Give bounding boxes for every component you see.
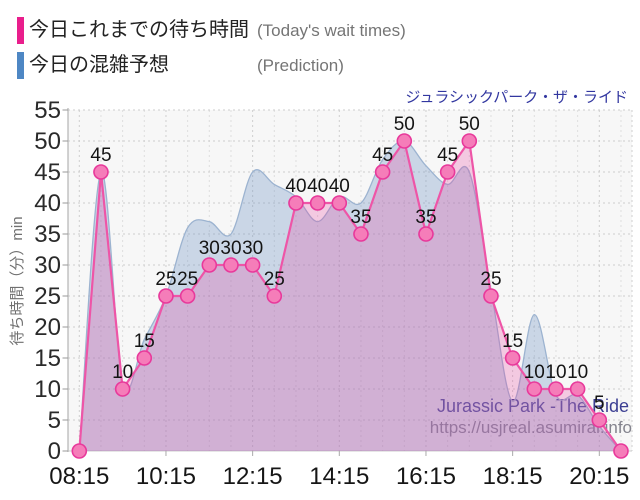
svg-text:25: 25 <box>155 269 176 290</box>
svg-text:15: 15 <box>134 331 155 352</box>
svg-text:10: 10 <box>567 362 588 383</box>
svg-text:55: 55 <box>34 97 61 124</box>
svg-text:12:15: 12:15 <box>223 463 283 490</box>
svg-text:35: 35 <box>34 221 61 248</box>
svg-text:35: 35 <box>350 207 371 228</box>
svg-text:25: 25 <box>264 269 285 290</box>
legend-sublabel-actual: (Today's wait times) <box>257 21 406 40</box>
svg-text:20: 20 <box>34 314 61 341</box>
svg-text:25: 25 <box>177 269 198 290</box>
svg-text:10: 10 <box>34 376 61 403</box>
svg-text:0: 0 <box>48 438 61 465</box>
legend-label-prediction: 今日の混雑予想 <box>29 54 169 76</box>
svg-text:15: 15 <box>502 331 523 352</box>
svg-text:30: 30 <box>34 252 61 279</box>
svg-text:5: 5 <box>594 393 605 414</box>
legend-item-actual: 今日これまでの待ち時間 (Today's wait times) <box>17 17 406 52</box>
svg-text:50: 50 <box>394 114 415 135</box>
svg-text:5: 5 <box>48 407 61 434</box>
legend: 今日これまでの待ち時間 (Today's wait times) 今日の混雑予想… <box>17 17 406 87</box>
svg-text:50: 50 <box>34 128 61 155</box>
data-point-markers <box>71 133 629 459</box>
svg-text:40: 40 <box>307 176 328 197</box>
svg-text:15: 15 <box>34 345 61 372</box>
legend-sublabel-prediction: (Prediction) <box>257 56 344 75</box>
watermark-url: https://usjreal.asumirai.info <box>430 418 632 437</box>
svg-text:30: 30 <box>220 238 241 259</box>
svg-text:45: 45 <box>372 145 393 166</box>
svg-text:45: 45 <box>437 145 458 166</box>
legend-swatch-actual-icon <box>17 17 24 44</box>
svg-text:45: 45 <box>34 159 61 186</box>
watermark-title: Jurassic Park -The Ride <box>437 396 629 416</box>
svg-text:40: 40 <box>285 176 306 197</box>
svg-text:50: 50 <box>459 114 480 135</box>
svg-text:25: 25 <box>34 283 61 310</box>
svg-text:25: 25 <box>480 269 501 290</box>
svg-text:45: 45 <box>90 145 111 166</box>
y-axis-title: 待ち時間（分）min <box>9 216 26 345</box>
legend-item-prediction: 今日の混雑予想 (Prediction) <box>17 52 344 87</box>
svg-text:16:15: 16:15 <box>396 463 456 490</box>
svg-text:30: 30 <box>242 238 263 259</box>
svg-text:30: 30 <box>199 238 220 259</box>
legend-label-actual: 今日これまでの待ち時間 <box>29 19 249 41</box>
chart-title: ジュラシックパーク・ザ・ライド <box>405 89 628 106</box>
svg-text:20:15: 20:15 <box>569 463 629 490</box>
svg-text:40: 40 <box>34 190 61 217</box>
svg-text:10: 10 <box>112 362 133 383</box>
svg-text:18:15: 18:15 <box>483 463 543 490</box>
svg-text:14:15: 14:15 <box>309 463 369 490</box>
svg-text:40: 40 <box>329 176 350 197</box>
svg-text:10:15: 10:15 <box>136 463 196 490</box>
svg-text:10: 10 <box>545 362 566 383</box>
svg-text:10: 10 <box>524 362 545 383</box>
legend-swatch-prediction-icon <box>17 52 24 79</box>
svg-text:35: 35 <box>415 207 436 228</box>
svg-text:08:15: 08:15 <box>49 463 109 490</box>
